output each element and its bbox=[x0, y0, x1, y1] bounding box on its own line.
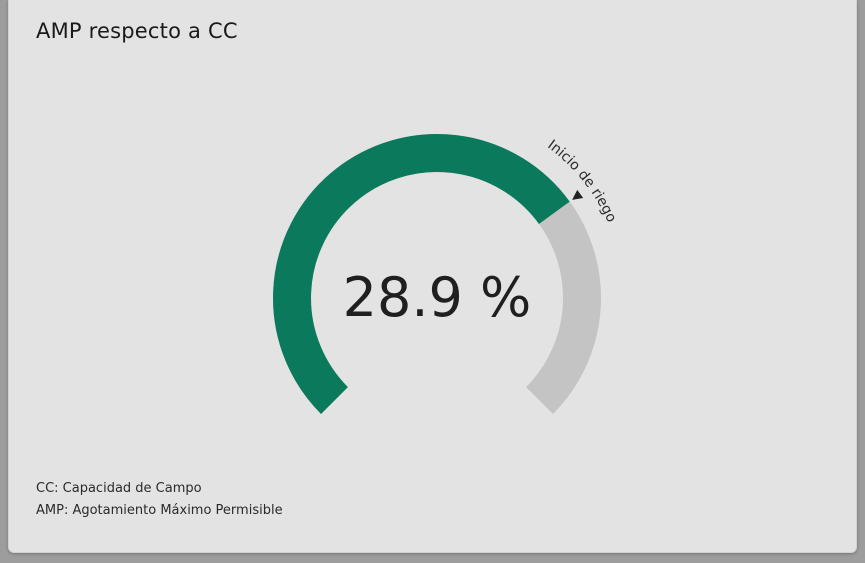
gauge-value: 28.9 % bbox=[343, 266, 532, 329]
footnotes: CC: Capacidad de Campo AMP: Agotamiento … bbox=[36, 478, 283, 522]
amp-gauge: Inicio de riego 28.9 % bbox=[273, 134, 619, 414]
amp-card: AMP respecto a CC Inicio de riego 28.9 %… bbox=[8, 0, 857, 553]
card-title: AMP respecto a CC bbox=[36, 19, 238, 43]
gauge-fill bbox=[273, 134, 570, 414]
footnote-cc: CC: Capacidad de Campo bbox=[36, 481, 202, 496]
threshold-marker-icon bbox=[572, 189, 584, 200]
footnote-amp: AMP: Agotamiento Máximo Permisible bbox=[36, 503, 283, 518]
